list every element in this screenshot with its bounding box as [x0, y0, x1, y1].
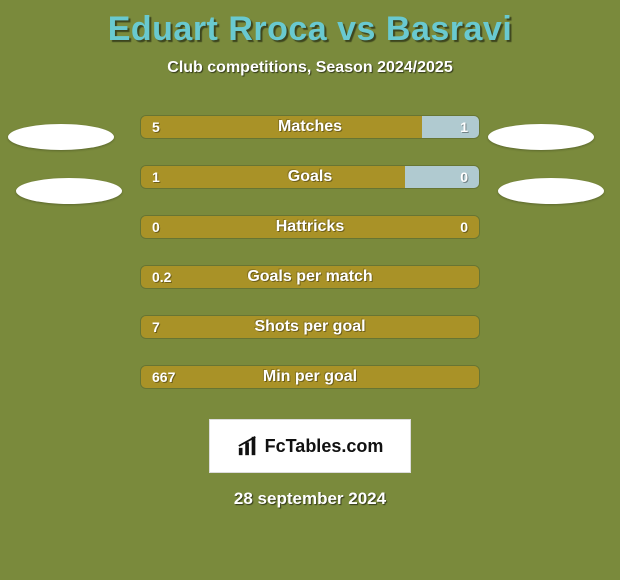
player-badge-placeholder: [488, 124, 594, 150]
stat-bar-right: [422, 116, 479, 138]
player-badge-placeholder: [498, 178, 604, 204]
stat-row: Hattricks00: [140, 215, 480, 239]
stat-bar-track: [140, 165, 480, 189]
stat-bar-left: [141, 266, 479, 288]
stat-row: Min per goal667: [140, 365, 480, 389]
stat-bar-track: [140, 315, 480, 339]
stat-row: Goals per match0.2: [140, 265, 480, 289]
stat-bars: Matches51 Goals10 Hattricks00 Goals per mat…: [0, 115, 620, 389]
player-badge-placeholder: [16, 178, 122, 204]
date-text: 28 september 2024: [0, 489, 620, 509]
stat-bar-left: [141, 116, 422, 138]
logo-box: FcTables.com: [209, 419, 411, 473]
stat-bar-track: [140, 365, 480, 389]
bars-icon: [237, 435, 259, 457]
comparison-card: Eduart Rroca vs Basravi Club competition…: [0, 0, 620, 580]
stat-row: Matches51: [140, 115, 480, 139]
stat-bar-left: [141, 216, 479, 238]
page-title: Eduart Rroca vs Basravi: [0, 0, 620, 49]
logo-text: FcTables.com: [265, 436, 384, 457]
logo: FcTables.com: [237, 435, 384, 457]
subtitle: Club competitions, Season 2024/2025: [0, 59, 620, 77]
stat-row: Goals10: [140, 165, 480, 189]
player-badge-placeholder: [8, 124, 114, 150]
stat-bar-track: [140, 265, 480, 289]
stat-bar-left: [141, 366, 479, 388]
stat-bar-right: [405, 166, 479, 188]
stat-row: Shots per goal7: [140, 315, 480, 339]
stat-bar-track: [140, 115, 480, 139]
stat-bar-left: [141, 316, 479, 338]
stat-bar-track: [140, 215, 480, 239]
stat-bar-left: [141, 166, 405, 188]
